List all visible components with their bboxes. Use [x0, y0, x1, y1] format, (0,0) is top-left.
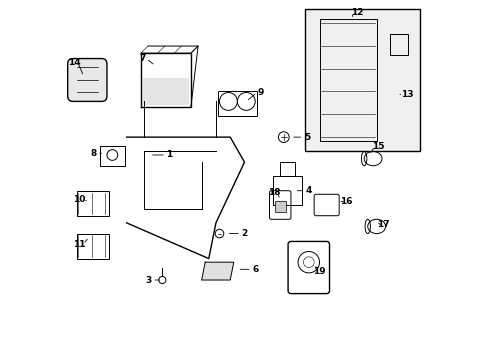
Bar — [77, 234, 108, 258]
Text: 8: 8 — [90, 149, 96, 158]
Bar — [77, 191, 108, 216]
Bar — [100, 146, 124, 166]
Text: 10: 10 — [73, 195, 85, 204]
Bar — [217, 91, 257, 116]
Text: 6: 6 — [252, 265, 258, 274]
Text: 4: 4 — [305, 186, 311, 195]
Bar — [142, 78, 189, 105]
Bar — [389, 33, 407, 55]
Text: 14: 14 — [68, 58, 80, 67]
Text: 9: 9 — [257, 88, 263, 97]
Text: 2: 2 — [241, 229, 247, 238]
Text: 1: 1 — [166, 150, 172, 159]
Text: 3: 3 — [145, 275, 152, 284]
Text: 7: 7 — [139, 54, 145, 63]
Bar — [280, 162, 294, 176]
Text: 13: 13 — [400, 90, 412, 99]
Text: 5: 5 — [303, 132, 309, 141]
FancyBboxPatch shape — [67, 59, 107, 102]
Bar — [305, 9, 419, 152]
Text: 15: 15 — [371, 141, 384, 150]
Text: 17: 17 — [377, 220, 389, 229]
Text: 16: 16 — [340, 197, 352, 206]
Text: 18: 18 — [267, 188, 280, 197]
Text: 11: 11 — [73, 240, 85, 249]
Polygon shape — [201, 262, 233, 280]
Bar — [319, 19, 376, 141]
Bar — [272, 176, 301, 205]
Text: 12: 12 — [350, 8, 363, 17]
Bar — [274, 202, 285, 212]
Text: 19: 19 — [312, 267, 325, 276]
